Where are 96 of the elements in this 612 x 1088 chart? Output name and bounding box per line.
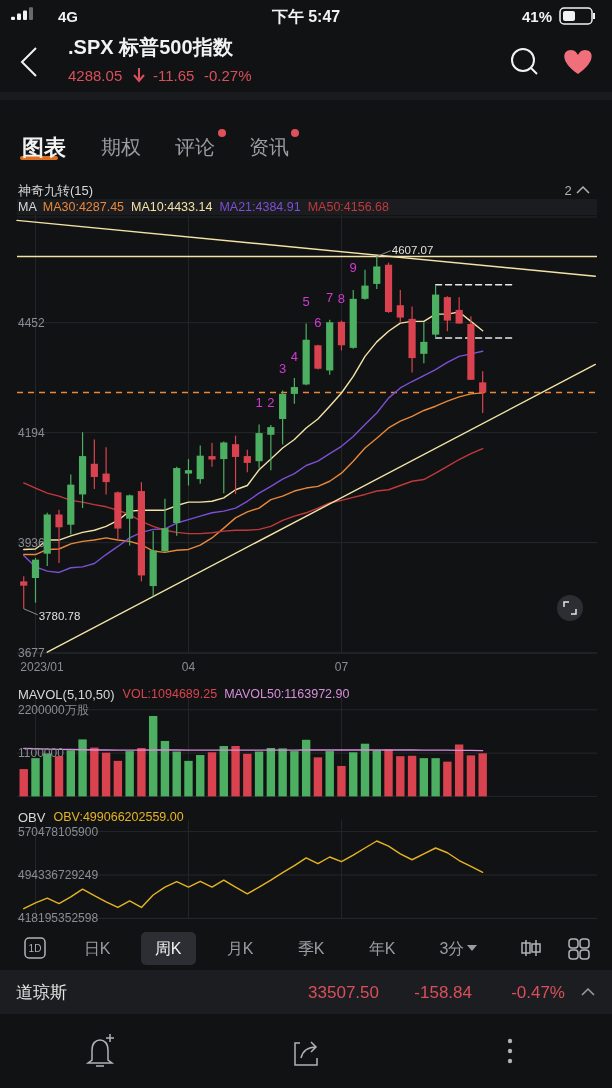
y-tick-label: 494336729249 (18, 868, 99, 882)
text: 33507.50 (308, 982, 379, 1002)
bar (231, 746, 240, 797)
text: -11.65 (153, 66, 195, 84)
bar (478, 753, 487, 797)
text: 41% (521, 7, 552, 25)
annotation: 6 (314, 315, 322, 331)
annotation: 5 (302, 294, 310, 310)
text: MA10:4433.14 (131, 200, 213, 214)
chart-title: 神奇九转(15) (18, 182, 94, 198)
text: 日K (83, 939, 111, 957)
text: .SPX 标普500指数 (68, 36, 234, 58)
bar (219, 746, 228, 797)
bar (125, 751, 134, 797)
text: 道琼斯 (16, 982, 67, 1002)
bar (172, 751, 181, 797)
text: 评论 (175, 136, 215, 158)
bar (148, 715, 158, 797)
bar (78, 739, 87, 797)
y-tick-label: 3677 (18, 646, 46, 660)
y-tick-label: 3936 (18, 535, 46, 550)
text: 周K (154, 939, 182, 957)
x-tick-label: 04 (181, 660, 196, 674)
annotation: 7 (326, 290, 334, 306)
annotation: 8 (337, 291, 346, 307)
bar (301, 739, 311, 797)
y-tick-label: 570478105900 (18, 824, 99, 839)
bar (431, 758, 440, 797)
text: 下午 5:47 (270, 7, 341, 25)
text: VOL:1094689.25 (122, 687, 218, 701)
bar (290, 751, 299, 797)
bar (466, 755, 476, 797)
y-tick-label: 4194 (18, 425, 46, 440)
annotation: 4 (290, 348, 299, 364)
text: 1D (28, 942, 42, 954)
bar (443, 761, 452, 797)
bar (454, 744, 464, 797)
text: MA30:4287.45 (42, 200, 125, 214)
chart-title: MAVOL(5,10,50) (18, 686, 115, 702)
y-tick-label: 418195352598 (18, 911, 99, 926)
bar (137, 747, 146, 797)
bar (384, 749, 393, 797)
bar (184, 760, 193, 797)
text: MA50:4156.68 (307, 200, 390, 214)
text: -158.84 (414, 982, 472, 1002)
bar (31, 758, 40, 797)
text: 4288.05 (68, 66, 123, 84)
x-tick-label: 07 (334, 660, 349, 674)
annotation: 4607.07 (391, 243, 434, 256)
text: 4G (58, 7, 79, 25)
annotation: 9 (349, 260, 357, 276)
bar (278, 748, 287, 797)
text: 期权 (101, 136, 141, 158)
bar (113, 760, 123, 797)
bar (207, 752, 217, 797)
bar (360, 743, 370, 797)
bar (325, 751, 334, 797)
text: 图表 (22, 134, 66, 160)
text: 年K (368, 939, 396, 957)
text: -0.47% (511, 982, 565, 1002)
annotation: 2 (267, 395, 275, 411)
annotation: 1 (255, 395, 263, 411)
bar (19, 769, 28, 797)
bar (407, 755, 417, 797)
text: OBV:499066202559.00 (53, 810, 184, 824)
y-tick-label: 2200000万股 (18, 702, 89, 717)
bar (266, 747, 276, 797)
bar (160, 740, 170, 797)
text: 月K (226, 939, 254, 957)
annotation: 3780.78 (38, 609, 81, 622)
legend-title: MA (18, 200, 38, 214)
text: 资讯 (249, 136, 289, 158)
bar (372, 750, 381, 797)
bar (54, 756, 64, 797)
bar (349, 752, 358, 797)
y-tick-label: 1100000 (18, 746, 65, 761)
annotation: 3 (279, 360, 287, 376)
bar (337, 765, 346, 797)
text: 季K (297, 939, 325, 957)
bar (396, 756, 405, 797)
chart-title: OBV (18, 809, 46, 825)
text: -0.27% (204, 66, 252, 84)
bar (196, 755, 205, 797)
text: MA21:4384.91 (219, 200, 301, 214)
bar (66, 750, 75, 797)
bar (101, 752, 111, 797)
bar (313, 757, 323, 797)
x-tick-label: 2023/01 (20, 660, 65, 674)
bar (419, 758, 429, 797)
bar (90, 747, 99, 797)
bar (243, 753, 252, 797)
text: 3分 (439, 939, 465, 957)
y-tick-label: 4452 (18, 315, 46, 330)
text: 2 (564, 182, 572, 198)
bar (254, 751, 264, 797)
text: MAVOL50:1163972.90 (224, 687, 350, 701)
